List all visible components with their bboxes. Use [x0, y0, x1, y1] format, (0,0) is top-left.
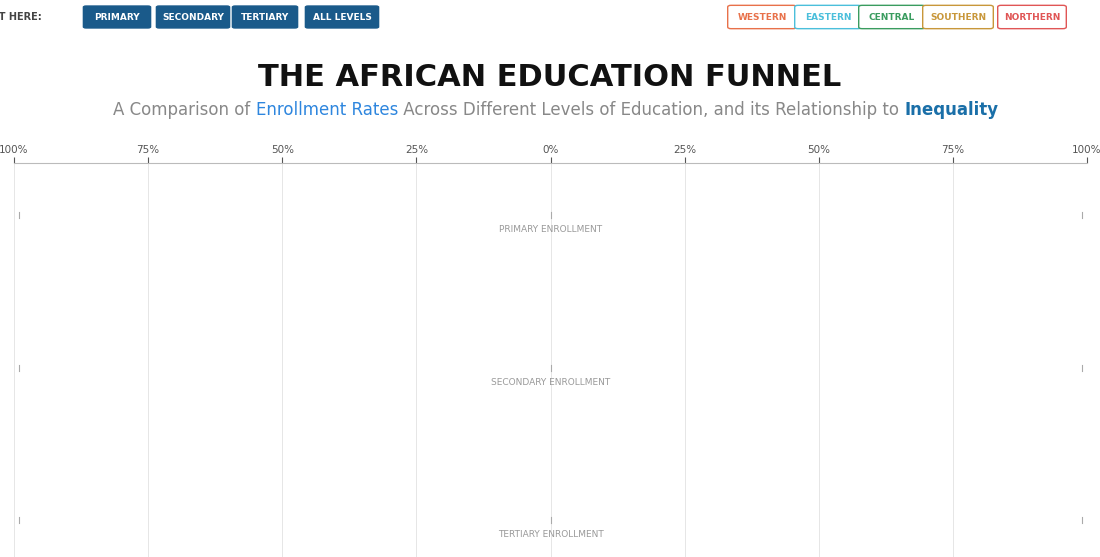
Text: Inequality: Inequality: [904, 101, 999, 119]
Text: CENTRAL: CENTRAL: [869, 12, 915, 22]
Text: START HERE:: START HERE:: [0, 12, 42, 22]
Text: PRIMARY: PRIMARY: [95, 12, 140, 22]
Text: Enrollment Rates: Enrollment Rates: [255, 101, 398, 119]
Text: WESTERN: WESTERN: [737, 12, 786, 22]
Text: SOUTHERN: SOUTHERN: [930, 12, 986, 22]
Text: Across Different Levels of Education, and its Relationship to: Across Different Levels of Education, an…: [398, 101, 904, 119]
Text: PRIMARY ENROLLMENT: PRIMARY ENROLLMENT: [499, 225, 602, 234]
Text: ALL LEVELS: ALL LEVELS: [312, 12, 372, 22]
Text: A Comparison of Enrollment Rates Across Different Levels of Education, and its R: A Comparison of Enrollment Rates Across …: [113, 101, 987, 119]
Text: A Comparison of: A Comparison of: [113, 101, 255, 119]
Text: THE AFRICAN EDUCATION FUNNEL: THE AFRICAN EDUCATION FUNNEL: [258, 62, 842, 91]
Text: EASTERN: EASTERN: [805, 12, 851, 22]
Text: SECONDARY: SECONDARY: [162, 12, 224, 22]
Text: SECONDARY ENROLLMENT: SECONDARY ENROLLMENT: [491, 378, 611, 387]
Text: TERTIARY: TERTIARY: [241, 12, 289, 22]
Text: NORTHERN: NORTHERN: [1004, 12, 1060, 22]
Text: TERTIARY ENROLLMENT: TERTIARY ENROLLMENT: [497, 530, 604, 539]
